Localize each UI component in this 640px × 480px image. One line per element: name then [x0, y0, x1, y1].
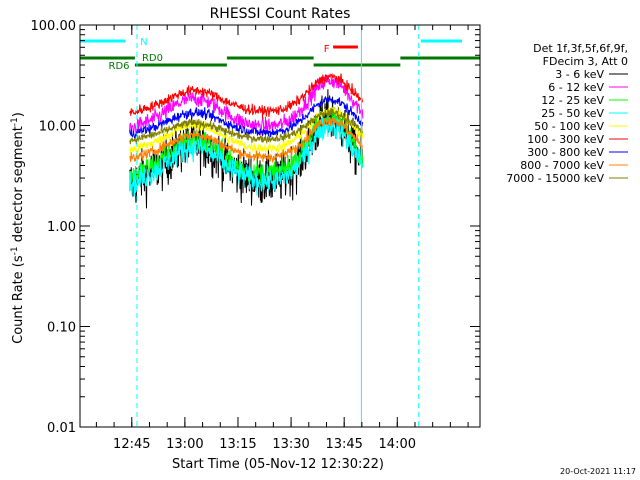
x-tick-label: 14:00 [379, 437, 416, 452]
legend: Det 1f,3f,5f,6f,9f, FDecim 3, Att 0 3 - … [506, 42, 628, 185]
y-axis-label-main: Count Rate (s [11, 255, 26, 344]
legend-header-line1: Det 1f,3f,5f,6f,9f, [533, 42, 628, 55]
legend-label: 3 - 6 keV [555, 68, 604, 81]
flare-label: F [324, 44, 330, 55]
series-line [129, 107, 363, 145]
legend-label: 12 - 25 keV [541, 94, 604, 107]
y-axis-label-end: ) [11, 112, 26, 117]
y-axis-label-sup1: -1 [10, 246, 20, 255]
x-tick-label: 12:45 [113, 437, 150, 452]
series-layer [129, 72, 364, 209]
x-tick-label: 13:45 [325, 437, 362, 452]
series-line [129, 115, 364, 197]
plot-area: N RD0 RD6 F [80, 25, 480, 427]
x-tick-label: 13:30 [272, 437, 309, 452]
series-line [129, 116, 363, 163]
rd6-label: RD6 [109, 61, 130, 72]
y-tick-label: 1.00 [47, 220, 76, 235]
series-line [129, 95, 364, 141]
y-tick-label: 100.00 [31, 19, 77, 34]
y-tick-label: 10.00 [39, 120, 76, 135]
y-axis-label-mid: detector segment [11, 126, 26, 246]
x-axis-label: Start Time (05-Nov-12 12:30:22) [172, 457, 384, 472]
series-line [129, 72, 364, 119]
legend-label: 50 - 100 keV [534, 120, 604, 133]
rd0-label: RD0 [142, 53, 163, 64]
x-axis: 12:45 13:00 13:15 13:30 13:45 14:00 [95, 25, 469, 452]
legend-label: 7000 - 15000 keV [506, 172, 604, 185]
legend-label: 100 - 300 keV [527, 133, 604, 146]
legend-label: 25 - 50 keV [541, 107, 604, 120]
y-axis: 100.00 10.00 1.00 0.10 0.01 [31, 19, 480, 436]
x-tick-label: 13:00 [166, 437, 203, 452]
annotation-layer: N RD0 RD6 F [80, 25, 480, 427]
y-axis-label: Count Rate (s-1 detector segment-1) [10, 112, 26, 344]
night-label: N [140, 37, 147, 48]
y-tick-label: 0.10 [47, 321, 76, 336]
footer-date: 20-Oct-2021 11:17 [560, 467, 636, 476]
legend-label: 800 - 7000 keV [520, 159, 604, 172]
legend-label: 6 - 12 keV [548, 81, 604, 94]
legend-label: 300 - 800 keV [527, 146, 604, 159]
legend-header-line2: FDecim 3, Att 0 [543, 55, 628, 68]
chart-title: RHESSI Count Rates [210, 6, 351, 22]
x-tick-label: 13:15 [219, 437, 256, 452]
y-tick-label: 0.01 [47, 421, 76, 436]
y-axis-label-sup2: -1 [10, 117, 20, 126]
